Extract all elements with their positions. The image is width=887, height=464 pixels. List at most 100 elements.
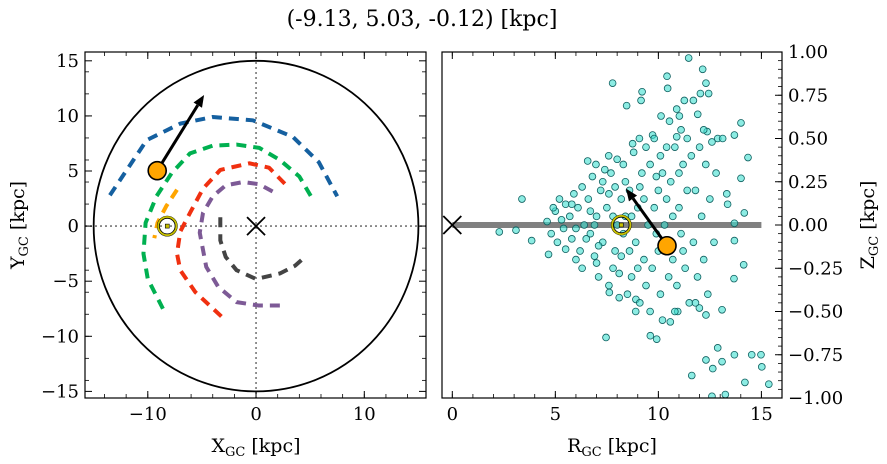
- scatter-point: [652, 172, 661, 181]
- scatter-point: [623, 290, 632, 299]
- scatter-point: [684, 54, 693, 62]
- scatter-point: [627, 273, 636, 281]
- scatter-point: [672, 105, 681, 113]
- y-tick-label: −0.25: [788, 258, 843, 279]
- scatter-point: [646, 160, 654, 169]
- scatter-point: [695, 304, 704, 312]
- scatter-point: [608, 79, 617, 87]
- scatter-point: [640, 195, 648, 203]
- scatter-point: [685, 299, 694, 307]
- y-tick-label: −15: [41, 381, 79, 402]
- sun-ring: [611, 215, 632, 235]
- scatter-point: [765, 380, 773, 388]
- scatter-point: [696, 89, 705, 98]
- scatter-point: [592, 259, 601, 267]
- spiral-arm: [108, 115, 339, 198]
- scatter-point: [600, 165, 609, 174]
- scatter-point: [544, 250, 553, 259]
- scatter-point: [572, 255, 580, 264]
- scatter-point: [557, 216, 566, 224]
- scatter-point: [586, 207, 595, 215]
- scatter-point: [730, 219, 739, 228]
- y-tick-label: 10: [56, 106, 79, 127]
- scatter-point: [675, 112, 684, 120]
- scatter-point: [495, 228, 504, 236]
- scatter-point: [605, 190, 613, 198]
- scatter-point: [622, 101, 631, 110]
- scatter-point: [658, 169, 667, 177]
- scatter-point: [543, 217, 551, 226]
- scatter-point: [648, 264, 656, 273]
- scatter-point: [638, 87, 646, 96]
- scatter-point: [584, 195, 593, 203]
- scatter-point: [590, 221, 599, 229]
- sun-inner-edge: [613, 216, 630, 234]
- scatter-point: [677, 126, 685, 134]
- scatter-point: [617, 252, 626, 260]
- scatter-point: [588, 172, 597, 181]
- scatter-point: [646, 307, 654, 316]
- scatter-point: [723, 200, 732, 209]
- x-tick-label: 10: [353, 404, 376, 425]
- scatter-point: [642, 143, 650, 151]
- scatter-point: [582, 235, 591, 243]
- scatter-point: [605, 281, 613, 290]
- galactic-center-marker: [246, 216, 266, 236]
- scatter-point: [699, 255, 708, 264]
- scatter-point: [636, 183, 644, 191]
- y-tick-label: −0.75: [788, 345, 843, 366]
- scatter-point: [666, 177, 675, 186]
- scatter-point: [704, 89, 713, 98]
- right-clipped-content: [442, 54, 773, 398]
- y-tick-label: 5: [68, 161, 79, 182]
- y-tick-label: 0.50: [788, 129, 828, 150]
- scatter-point: [578, 183, 586, 191]
- scatter-point: [646, 331, 655, 340]
- sun-center-dot: [164, 223, 170, 229]
- scatter-point: [547, 229, 556, 238]
- right-x-axis-label: RGC [kpc]: [567, 435, 657, 460]
- scatter-point: [615, 293, 624, 302]
- y-tick-label: 0.00: [788, 215, 828, 236]
- scatter-point: [687, 371, 696, 380]
- scatter-point: [613, 155, 621, 164]
- scatter-point: [565, 212, 574, 221]
- scatter-point: [518, 195, 526, 203]
- scatter-point: [666, 318, 675, 326]
- scatter-point: [730, 236, 739, 245]
- galactic-center-marker: [442, 215, 462, 235]
- scatter-point: [718, 305, 726, 314]
- sun-center-dot: [618, 222, 624, 228]
- spiral-arm: [152, 188, 179, 239]
- scatter-point: [693, 110, 702, 119]
- scatter-point: [675, 203, 683, 212]
- scatter-point: [628, 139, 637, 148]
- scatter-point: [740, 209, 749, 217]
- scatter-point: [712, 169, 720, 177]
- scatter-point: [570, 190, 578, 198]
- scatter-point: [718, 357, 726, 366]
- scatter-point: [662, 195, 671, 203]
- scatter-point: [730, 131, 739, 139]
- scatter-point: [698, 65, 707, 74]
- scatter-point: [561, 245, 570, 254]
- left-plot-content: [85, 52, 426, 398]
- scatter-point: [744, 153, 752, 162]
- left-panel: −10 0 10 15 10 5 0 −5 −10 −15 XGC [kpc] YGC [kpc]: [7, 51, 427, 460]
- scatter-point: [640, 255, 648, 264]
- scatter-point: [658, 316, 667, 324]
- scatter-point: [568, 200, 576, 209]
- scatter-point: [615, 269, 624, 278]
- scatter-point: [668, 212, 677, 221]
- scatter-point: [668, 255, 677, 264]
- scatter-point: [673, 281, 681, 290]
- scatter-point: [689, 238, 698, 247]
- scatter-point: [617, 195, 626, 203]
- scatter-point: [602, 333, 610, 342]
- star-marker: [147, 160, 168, 181]
- scatter-point: [527, 236, 536, 245]
- scatter-point: [594, 273, 603, 281]
- scatter-point: [604, 152, 613, 160]
- scatter-point: [603, 203, 611, 212]
- scatter-point: [553, 238, 562, 247]
